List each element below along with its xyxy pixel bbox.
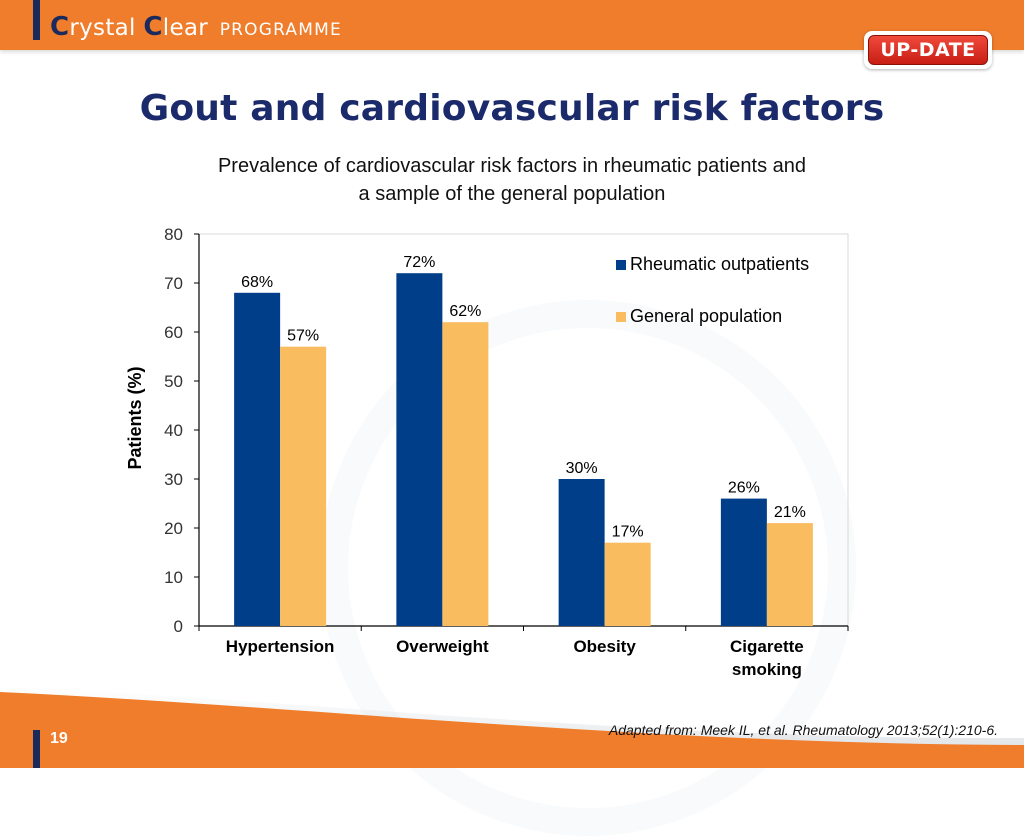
data-label: 17% [612, 524, 644, 541]
data-label: 72% [403, 254, 435, 271]
legend-label: General population [630, 306, 782, 326]
bar-chart: 0 10 20 30 40 50 60 70 80 Hypertension Overweight… [125, 225, 849, 679]
bar-rheumatic-0 [234, 292, 281, 626]
x-axis: Hypertension Overweight Obesity Cigarette sm… [198, 625, 849, 679]
data-label: 57% [287, 328, 319, 345]
y-tick-label: 40 [164, 421, 183, 440]
y-axis-label: Patients (%) [125, 366, 145, 469]
data-label: 21% [774, 504, 806, 521]
bar-general-3 [766, 523, 813, 626]
data-label: 62% [449, 303, 481, 320]
bar-general-2 [604, 542, 651, 626]
subtitle-line-1: Prevalence of cardiovascular risk factor… [217, 155, 807, 177]
bar-general-0 [280, 346, 327, 626]
legend-swatch [616, 312, 626, 322]
y-tick-label: 70 [164, 274, 183, 293]
y-tick-label: 60 [164, 323, 183, 342]
data-label: 26% [728, 480, 760, 497]
bars: 68% 57% 72% 62% 30% 17% 26% 21% [234, 254, 813, 626]
brand-word-clear: lear [162, 15, 209, 41]
update-badge: UP-DATE [864, 31, 992, 69]
legend-swatch [616, 260, 626, 270]
x-tick-label: smoking [732, 660, 802, 679]
brand-logo: Crystal Clear PROGRAMME [50, 12, 342, 42]
brand-programme: PROGRAMME [219, 20, 342, 40]
header-bar: Crystal Clear PROGRAMME [0, 0, 1024, 50]
bar-general-1 [442, 322, 489, 626]
data-label: 68% [241, 274, 273, 291]
brand-letter-c: C [50, 12, 70, 42]
x-tick-label: Hypertension [226, 637, 335, 656]
x-tick-label: Cigarette [730, 637, 804, 656]
update-badge-label: UP-DATE [868, 35, 988, 65]
bar-rheumatic-3 [720, 498, 767, 626]
subtitle-line-2: a sample of the general population [358, 183, 666, 205]
slide-subtitle: Prevalence of cardiovascular risk factor… [100, 152, 924, 208]
y-tick-label: 20 [164, 519, 183, 538]
x-tick-label: Obesity [573, 637, 636, 656]
legend: Rheumatic outpatients General population [616, 254, 809, 326]
y-axis: 0 10 20 30 40 50 60 70 80 [164, 225, 200, 636]
slide-title: Gout and cardiovascular risk factors [139, 88, 885, 129]
y-tick-label: 80 [164, 225, 183, 244]
brand-letter-c2: C [143, 12, 163, 42]
brand-word-crystal: rystal [69, 15, 136, 41]
x-tick-label: Overweight [396, 637, 489, 656]
legend-label: Rheumatic outpatients [630, 254, 809, 274]
citation: Adapted from: Meek IL, et al. Rheumatolo… [608, 722, 998, 738]
y-tick-label: 30 [164, 470, 183, 489]
bar-rheumatic-1 [396, 273, 443, 626]
data-label: 30% [566, 460, 598, 477]
bar-rheumatic-2 [558, 479, 605, 626]
page-accent-bar [33, 730, 40, 768]
brand-accent-bar [33, 0, 40, 40]
y-tick-label: 0 [174, 617, 183, 636]
y-tick-label: 50 [164, 372, 183, 391]
y-tick-label: 10 [164, 568, 183, 587]
page-number: 19 [50, 730, 68, 747]
